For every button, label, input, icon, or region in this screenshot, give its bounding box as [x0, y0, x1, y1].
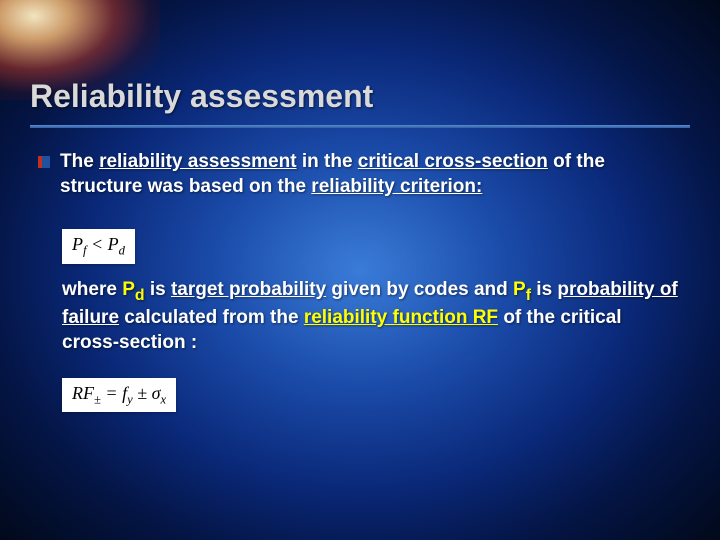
text: where: [62, 279, 122, 300]
op-pm: ±: [133, 383, 152, 403]
formula-1: Pf < Pd: [62, 229, 135, 264]
underlined-text: critical cross-section: [358, 151, 548, 172]
highlight-rf: reliability function RF: [304, 307, 498, 328]
sub-d: d: [119, 244, 125, 258]
highlight-pd: Pd: [122, 279, 144, 300]
slide: Reliability assessment The reliability a…: [0, 0, 720, 540]
content-area: The reliability assessment in the critic…: [38, 150, 680, 426]
text: in the: [297, 151, 358, 172]
underlined-text: target probability: [171, 279, 326, 300]
sub-pm: ±: [94, 392, 101, 406]
bullet-icon: [38, 156, 50, 168]
highlight-pf: Pf: [513, 279, 531, 300]
text: calculated from the: [119, 307, 304, 328]
text: given by codes and: [326, 279, 513, 300]
var-rf: RF: [72, 383, 94, 403]
sub-x: x: [160, 392, 166, 406]
bullet-item: The reliability assessment in the critic…: [38, 150, 680, 199]
text: P: [122, 279, 135, 300]
title-underline: [30, 125, 690, 128]
text: is: [531, 279, 557, 300]
sub: d: [135, 287, 145, 304]
paragraph-2: where Pd is target probability given by …: [62, 278, 680, 356]
underlined-text: reliability criterion:: [311, 176, 482, 197]
formula-2: RF± = fy ± σx: [62, 378, 176, 413]
text: The: [60, 151, 99, 172]
var-pd: P: [108, 234, 119, 254]
paragraph-1: The reliability assessment in the critic…: [60, 150, 680, 199]
text: is: [145, 279, 171, 300]
op-eq: =: [101, 383, 122, 403]
underlined-text: reliability assessment: [99, 151, 297, 172]
text: P: [513, 279, 526, 300]
var-pf: P: [72, 234, 83, 254]
op-lt: <: [87, 234, 108, 254]
slide-title: Reliability assessment: [30, 78, 373, 115]
